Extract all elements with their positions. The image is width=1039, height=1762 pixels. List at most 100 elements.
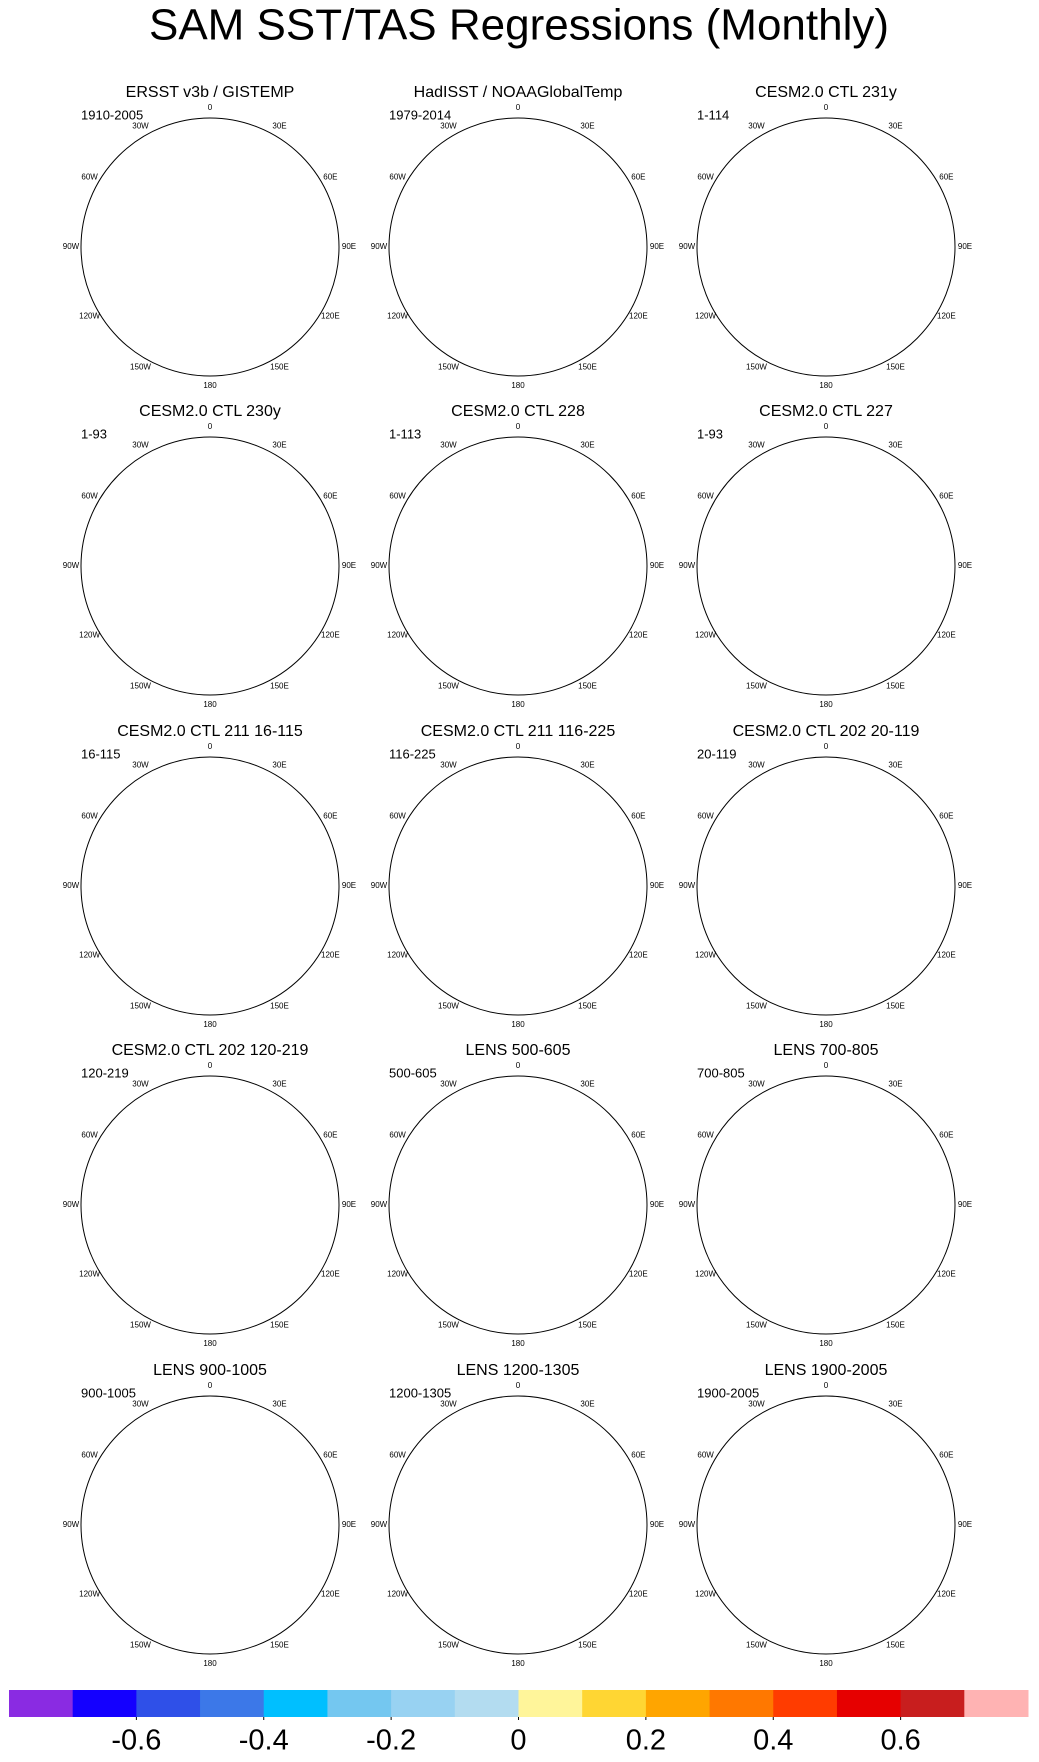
colorbar-tick-label: 0 [510, 1725, 526, 1757]
longitude-label: 60W [389, 492, 406, 501]
field-region [726, 1440, 937, 1626]
antarctica [790, 1495, 878, 1563]
coastline [539, 1613, 554, 1644]
longitude-label: 150E [886, 1640, 905, 1649]
panel-title: CESM2.0 CTL 228 [451, 403, 585, 420]
longitude-label: 150W [438, 1001, 459, 1010]
coastline [847, 335, 862, 366]
field-region [454, 1142, 604, 1284]
longitude-label: 150E [270, 681, 289, 690]
longitude-label: 120W [79, 631, 100, 640]
longitude-label: 90W [371, 1200, 388, 1209]
field-region [389, 1396, 647, 1654]
field-region [523, 650, 575, 678]
longitude-label: 150E [886, 681, 905, 690]
panel-period: 1-114 [697, 107, 729, 122]
longitude-label: 30W [440, 761, 457, 770]
map-field [81, 757, 339, 1015]
longitude-label: 0 [824, 422, 829, 431]
field-region [81, 437, 339, 695]
field-region [583, 514, 604, 566]
antarctica [482, 536, 570, 604]
map-field [697, 757, 955, 1015]
coastline [285, 1257, 339, 1334]
panel-period: 1-93 [697, 426, 723, 441]
field-region [798, 534, 886, 611]
longitude-label: 150W [438, 681, 459, 690]
colorbar-swatch [391, 1690, 456, 1717]
longitude-label: 90E [958, 1520, 972, 1529]
field-region [144, 503, 297, 645]
longitude-label: 180 [819, 381, 833, 390]
longitude-label: 120E [321, 312, 340, 321]
map-border [388, 117, 648, 377]
longitude-label: 120W [695, 631, 716, 640]
panel-title: CESM2.0 CTL 202 120-219 [112, 1042, 309, 1059]
field-region [697, 1076, 955, 1334]
longitude-label: 150E [578, 362, 597, 371]
longitude-label: 30E [888, 1400, 902, 1409]
field-region [468, 1552, 504, 1575]
longitude-label: 90E [650, 1200, 664, 1209]
field-region [523, 970, 575, 998]
antarctica [482, 856, 570, 924]
longitude-label: 150E [886, 1001, 905, 1010]
longitude-label: 120E [629, 1590, 648, 1599]
longitude-label: 90W [371, 242, 388, 251]
antarctica [482, 1175, 570, 1243]
panel-title: HadISST / NOAAGlobalTemp [414, 84, 623, 101]
coastline [285, 1577, 339, 1654]
colorbar-swatch [582, 1690, 647, 1717]
map-border [696, 1075, 956, 1335]
panel-title: CESM2.0 CTL 211 116-225 [421, 723, 616, 740]
panel-title: CESM2.0 CTL 202 20-119 [733, 723, 920, 740]
field-region [176, 210, 274, 298]
longitude-label: 60W [81, 173, 98, 182]
field-region [767, 538, 891, 631]
colorbar-tick-label: -0.4 [239, 1725, 289, 1757]
map-panel: LENS 1900-2005 1900-2005 0 30E 60E 90E 120E 150… [679, 1362, 972, 1668]
longitude-label: 0 [516, 1381, 521, 1390]
longitude-label: 0 [208, 1381, 213, 1390]
field-region [275, 1473, 296, 1525]
longitude-label: 30E [272, 1080, 286, 1089]
longitude-label: 180 [819, 1339, 833, 1348]
field-region [389, 1076, 647, 1334]
map-panel: LENS 1200-1305 1200-1305 0 30E 60E 90E 120E 150… [371, 1362, 664, 1668]
coastline [285, 618, 339, 695]
field-region [452, 1462, 605, 1604]
coastline [285, 299, 339, 376]
coastline [901, 938, 955, 1015]
field-region [490, 1493, 578, 1570]
field-region [798, 854, 886, 931]
field-region [418, 481, 629, 667]
coastline [847, 654, 862, 685]
field-region [275, 1153, 296, 1205]
longitude-label: 90W [371, 1520, 388, 1529]
longitude-label: 150E [578, 681, 597, 690]
field-region [425, 1120, 621, 1306]
longitude-label: 0 [208, 422, 213, 431]
colorbar-swatch [9, 1690, 74, 1717]
field-region [523, 1289, 575, 1317]
colorbar-tick-label: 0.2 [626, 1725, 666, 1757]
longitude-label: 30E [580, 122, 594, 131]
coastline [231, 1613, 246, 1644]
antarctica [482, 217, 570, 285]
longitude-label: 150W [746, 1320, 767, 1329]
longitude-label: 60W [697, 812, 714, 821]
longitude-label: 90W [679, 561, 696, 570]
field-region [107, 1440, 323, 1626]
longitude-label: 90E [650, 561, 664, 570]
field-region [182, 854, 270, 931]
field-region [891, 514, 912, 566]
longitude-label: 0 [208, 103, 213, 112]
field-region [389, 757, 647, 1015]
field-region [182, 1173, 270, 1250]
longitude-label: 60E [939, 173, 953, 182]
map-field [81, 437, 339, 695]
longitude-label: 150W [130, 681, 151, 690]
map-field [389, 1396, 647, 1654]
field-region [697, 437, 955, 695]
longitude-label: 30E [580, 1400, 594, 1409]
